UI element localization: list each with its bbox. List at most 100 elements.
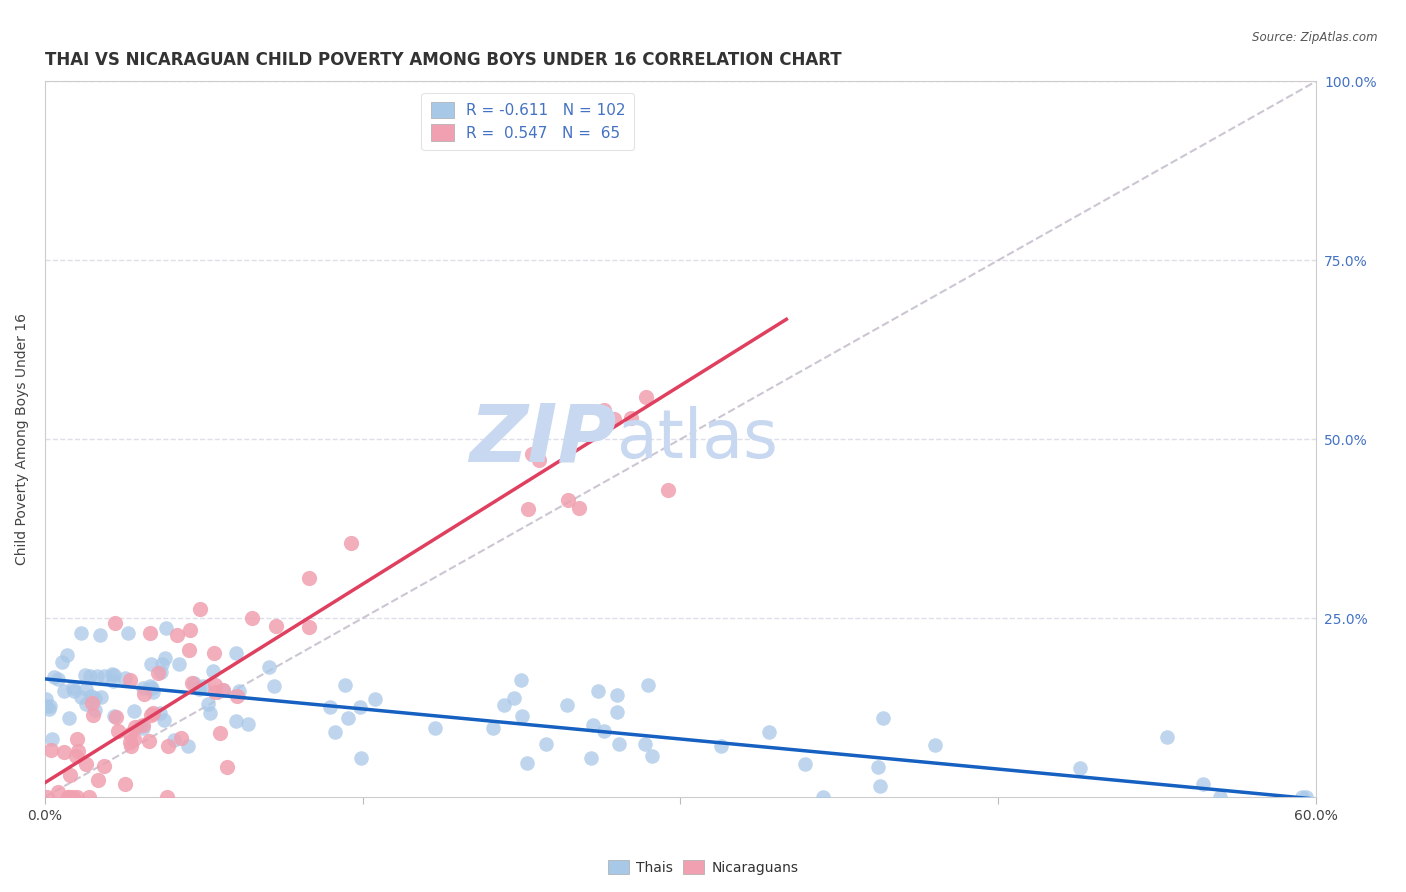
Point <box>340 535 363 549</box>
Point <box>84 690 107 705</box>
Point <box>132 681 155 695</box>
Point <box>155 621 177 635</box>
Text: ZIP: ZIP <box>470 401 617 478</box>
Point <box>637 678 659 692</box>
Point <box>298 619 321 633</box>
Point <box>59 767 82 781</box>
Point <box>89 628 111 642</box>
Point <box>118 727 141 741</box>
Point <box>156 789 179 804</box>
Point <box>146 666 169 681</box>
Point <box>236 717 259 731</box>
Point <box>105 710 128 724</box>
Point <box>51 655 73 669</box>
Point <box>180 676 202 690</box>
Point <box>240 611 263 625</box>
Point <box>204 685 226 699</box>
Point <box>202 646 225 660</box>
Point <box>215 760 238 774</box>
Point <box>58 789 80 804</box>
Point <box>142 685 165 699</box>
Point <box>86 668 108 682</box>
Point <box>555 698 578 712</box>
Point <box>198 706 221 720</box>
Point <box>124 720 146 734</box>
Point <box>176 739 198 754</box>
Point <box>75 668 97 682</box>
Point <box>141 657 163 672</box>
Point <box>124 705 146 719</box>
Point <box>163 732 186 747</box>
Point <box>107 724 129 739</box>
Point <box>606 688 628 702</box>
Point <box>1069 761 1091 775</box>
Point <box>811 789 834 804</box>
Point <box>141 681 163 695</box>
Point <box>758 725 780 739</box>
Point <box>139 679 162 693</box>
Point <box>93 668 115 682</box>
Point <box>75 756 97 771</box>
Point <box>79 668 101 682</box>
Point <box>46 672 69 686</box>
Point <box>534 737 557 751</box>
Point <box>129 719 152 733</box>
Point <box>55 648 77 662</box>
Point <box>82 707 104 722</box>
Point <box>869 779 891 793</box>
Point <box>582 718 605 732</box>
Point <box>69 690 91 704</box>
Point <box>609 737 631 751</box>
Point <box>636 390 658 404</box>
Point <box>1295 789 1317 804</box>
Point <box>93 758 115 772</box>
Point <box>557 493 579 508</box>
Point <box>228 684 250 698</box>
Point <box>101 674 124 689</box>
Point <box>640 749 662 764</box>
Point <box>516 502 538 516</box>
Point <box>65 749 87 764</box>
Point <box>179 642 201 657</box>
Point <box>39 698 62 713</box>
Point <box>155 651 177 665</box>
Point <box>201 664 224 678</box>
Point <box>204 678 226 692</box>
Point <box>620 411 643 425</box>
Point <box>527 452 550 467</box>
Point <box>53 745 76 759</box>
Point <box>35 692 58 706</box>
Point <box>586 684 609 698</box>
Point <box>567 501 589 516</box>
Text: atlas: atlas <box>617 406 778 472</box>
Point <box>41 732 63 747</box>
Point <box>124 732 146 747</box>
Point <box>364 692 387 706</box>
Point <box>82 696 104 710</box>
Point <box>349 700 371 714</box>
Point <box>866 760 889 774</box>
Point <box>337 711 360 725</box>
Point <box>101 667 124 681</box>
Point <box>592 402 614 417</box>
Point <box>46 785 69 799</box>
Legend: Thais, Nicaraguans: Thais, Nicaraguans <box>602 855 804 880</box>
Point <box>75 697 97 711</box>
Point <box>66 789 89 804</box>
Point <box>87 773 110 788</box>
Point <box>503 690 526 705</box>
Y-axis label: Child Poverty Among Boys Under 16: Child Poverty Among Boys Under 16 <box>15 313 30 566</box>
Point <box>494 698 516 712</box>
Point <box>150 657 173 672</box>
Point <box>62 681 84 696</box>
Point <box>179 623 201 637</box>
Point <box>709 739 731 754</box>
Point <box>58 789 80 804</box>
Point <box>142 706 165 720</box>
Point <box>481 721 503 735</box>
Point <box>592 724 614 739</box>
Point <box>58 711 80 725</box>
Point <box>149 665 172 680</box>
Point <box>166 628 188 642</box>
Point <box>80 689 103 703</box>
